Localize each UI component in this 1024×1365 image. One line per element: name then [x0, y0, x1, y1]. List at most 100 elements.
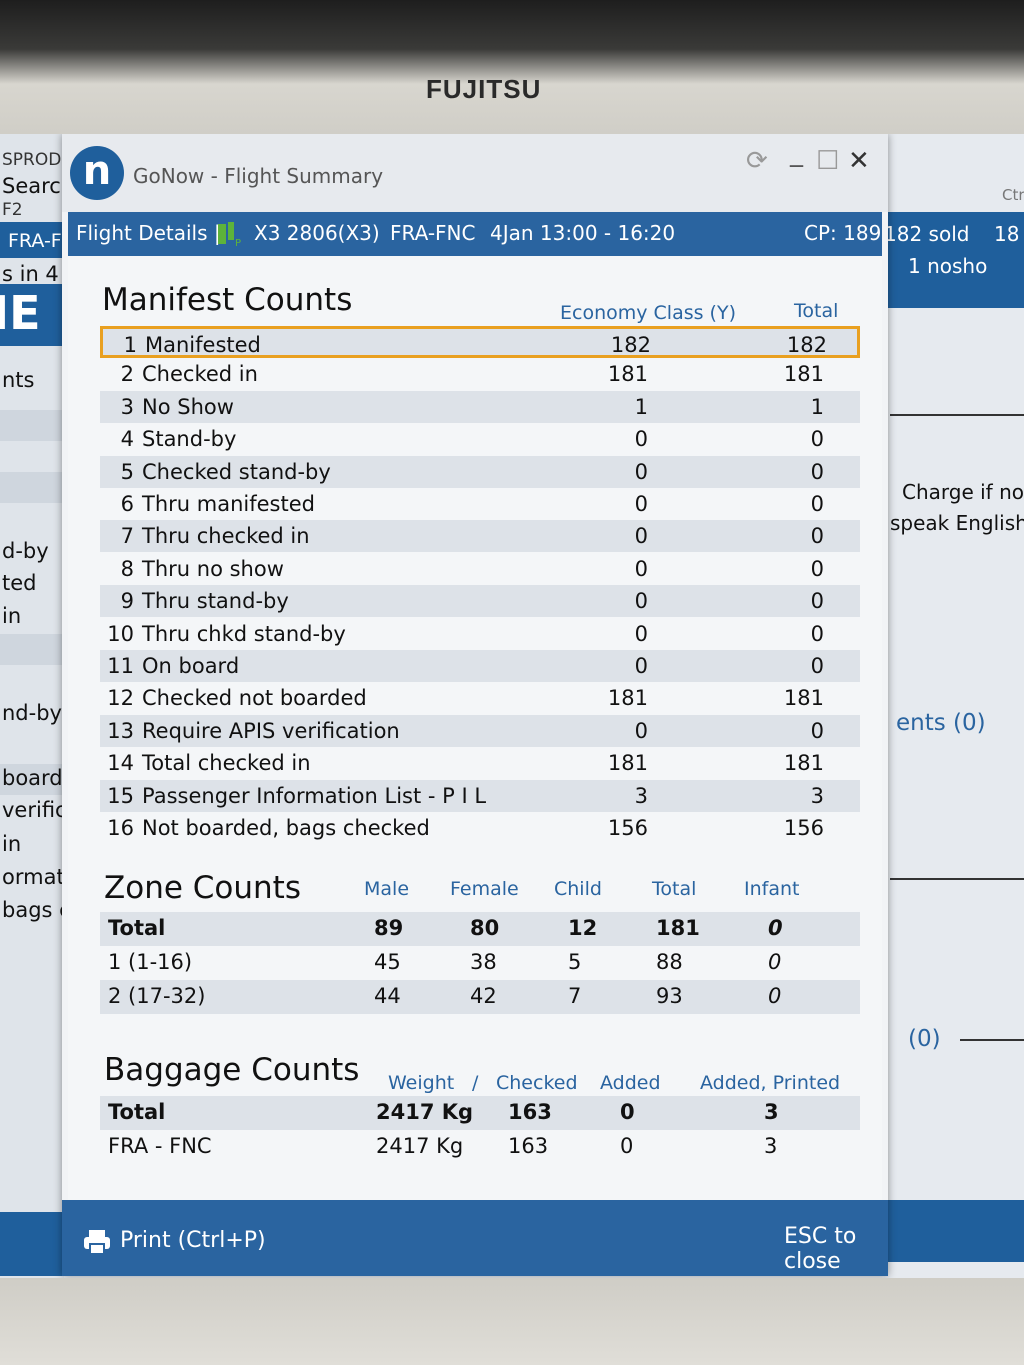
zone-row: 1 (1-16) 45 38 5 88 0 — [100, 946, 860, 980]
background-text: d-by — [2, 539, 49, 563]
background-text: verific — [2, 798, 64, 822]
background-text: Search — [2, 174, 64, 198]
manifest-row-total: 182 — [786, 333, 827, 357]
zone-col-total: Total — [652, 878, 697, 900]
background-big-title: IE — [0, 286, 41, 340]
zone-col-male: Male — [364, 878, 410, 900]
manifest-row-total: 0 — [810, 718, 824, 743]
manifest-row-number: 16 — [107, 816, 134, 840]
manifest-row-label: Passenger Information List - P I L — [142, 783, 487, 808]
manifest-row-number: 14 — [107, 751, 134, 776]
baggage-row-label: FRA - FNC — [108, 1134, 212, 1158]
refresh-icon[interactable]: ⟳ — [746, 146, 768, 176]
printer-icon[interactable] — [82, 1228, 112, 1256]
zone-row-child: 7 — [568, 984, 582, 1008]
zone-col-infant: Infant — [744, 878, 800, 900]
manifest-row-total: 156 — [783, 816, 824, 840]
baggage-counts-title: Baggage Counts — [104, 1052, 360, 1088]
manifest-row-total: 0 — [810, 556, 824, 581]
zone-row-infant: 0 — [768, 984, 782, 1008]
manifest-row: 1 Manifested 182 182 — [100, 326, 860, 358]
manifest-row: 10 Thru chkd stand-by 0 0 — [100, 618, 860, 650]
background-charge-text-2: speak English — [890, 511, 1024, 535]
manifest-row-total: 0 — [810, 427, 824, 452]
background-header: 182 sold 18 1 nosho — [884, 212, 1024, 308]
flight-details-bar: Flight Details | P X3 2806(X3) FRA-FNC 4… — [68, 212, 882, 256]
manifest-row-total: 0 — [810, 654, 824, 678]
manifest-row-number: 12 — [107, 686, 134, 711]
manifest-row-number: 8 — [120, 556, 134, 581]
flight-datetime: 4Jan 13:00 - 16:20 — [490, 221, 676, 245]
esc-to-close-label[interactable]: ESC to close — [784, 1224, 857, 1274]
manifest-row-economy: 0 — [634, 524, 648, 549]
manifest-row-number: 13 — [107, 718, 134, 743]
flight-summary-dialog: n GoNow - Flight Summary ⟳ _ ☐ ✕ Flight … — [62, 134, 888, 1276]
close-button[interactable]: ✕ — [848, 146, 870, 176]
background-footer-strip — [0, 1212, 64, 1276]
zone-row: 2 (17-32) 44 42 7 93 0 — [100, 980, 860, 1014]
background-row-stripe — [0, 634, 64, 665]
manifest-row-total: 0 — [810, 621, 824, 646]
background-sold-count-2: 18 — [994, 222, 1020, 246]
baggage-row: Total 2417 Kg 163 0 3 — [100, 1096, 860, 1130]
manifest-row-number: 10 — [107, 621, 134, 646]
airline-logo-icon: P — [218, 222, 241, 248]
background-comments-link[interactable]: ents (0) — [896, 710, 986, 736]
monitor-brand-logo: FUJITSU — [426, 74, 542, 104]
print-button[interactable]: Print (Ctrl+P) — [120, 1228, 266, 1253]
manifest-row-economy: 156 — [607, 816, 648, 840]
manifest-row-label: Manifested — [145, 333, 261, 357]
manifest-row-number: 15 — [107, 783, 134, 808]
manifest-row-economy: 0 — [634, 589, 648, 614]
manifest-row-total: 181 — [783, 751, 824, 776]
manifest-row-economy: 1 — [634, 394, 648, 419]
background-ctrl-label: Ctr — [1002, 186, 1024, 204]
background-row-stripe — [0, 472, 64, 503]
background-count-link[interactable]: (0) — [908, 1026, 941, 1052]
manifest-row: 11 On board 0 0 — [100, 650, 860, 682]
minimize-button[interactable]: _ — [790, 138, 803, 168]
manifest-row-total: 0 — [810, 492, 824, 516]
manifest-row-label: Checked in — [142, 362, 258, 387]
manifest-row-economy: 181 — [607, 362, 648, 387]
manifest-row-total: 3 — [810, 783, 824, 808]
zone-row-male: 45 — [374, 950, 401, 974]
manifest-row: 16 Not boarded, bags checked 156 156 — [100, 812, 860, 844]
window-title: GoNow - Flight Summary — [133, 164, 384, 188]
manifest-row: 2 Checked in 181 181 — [100, 358, 860, 390]
gonow-logo: n — [70, 146, 124, 200]
background-text: ormat — [2, 865, 64, 889]
baggage-row-added: 0 — [620, 1134, 634, 1158]
manifest-row-label: Require APIS verification — [142, 718, 400, 743]
background-nosho-count: 1 nosho — [908, 254, 988, 278]
background-divider — [890, 878, 1024, 880]
manifest-row: 8 Thru no show 0 0 — [100, 553, 860, 585]
baggage-col-header: Weight — [388, 1072, 455, 1094]
baggage-row-checked: 163 — [508, 1134, 549, 1158]
background-header-strip — [0, 222, 64, 258]
manifest-row-economy: 0 — [634, 654, 648, 678]
manifest-row-economy: 0 — [634, 718, 648, 743]
zone-row-label: 1 (1-16) — [108, 950, 193, 974]
manifest-row: 9 Thru stand-by 0 0 — [100, 585, 860, 618]
zone-row-male: 44 — [374, 984, 401, 1008]
manifest-row-economy: 3 — [634, 783, 648, 808]
zone-row-total: 181 — [656, 916, 700, 940]
background-text: in — [2, 604, 22, 628]
background-text: in — [2, 832, 22, 856]
maximize-button[interactable]: ☐ — [816, 146, 840, 176]
background-title-strip — [0, 284, 64, 346]
manifest-row-label: Thru checked in — [142, 524, 310, 549]
background-charge-text: Charge if no — [902, 480, 1024, 504]
manifest-row-number: 6 — [120, 492, 134, 516]
manifest-row: 15 Passenger Information List - P I L 3 3 — [100, 779, 860, 812]
zone-row-female: 42 — [470, 984, 497, 1008]
background-sold-count: 182 sold — [884, 222, 970, 246]
manifest-row-number: 1 — [123, 333, 137, 357]
dialog-footer: Print (Ctrl+P) ESC to close — [62, 1200, 888, 1276]
baggage-row-checked: 163 — [508, 1100, 552, 1124]
zone-counts-title: Zone Counts — [104, 870, 301, 906]
manifest-row-economy: 0 — [634, 621, 648, 646]
background-text: bags c — [2, 898, 64, 922]
dialog-titlebar: n GoNow - Flight Summary ⟳ _ ☐ ✕ — [62, 134, 888, 212]
